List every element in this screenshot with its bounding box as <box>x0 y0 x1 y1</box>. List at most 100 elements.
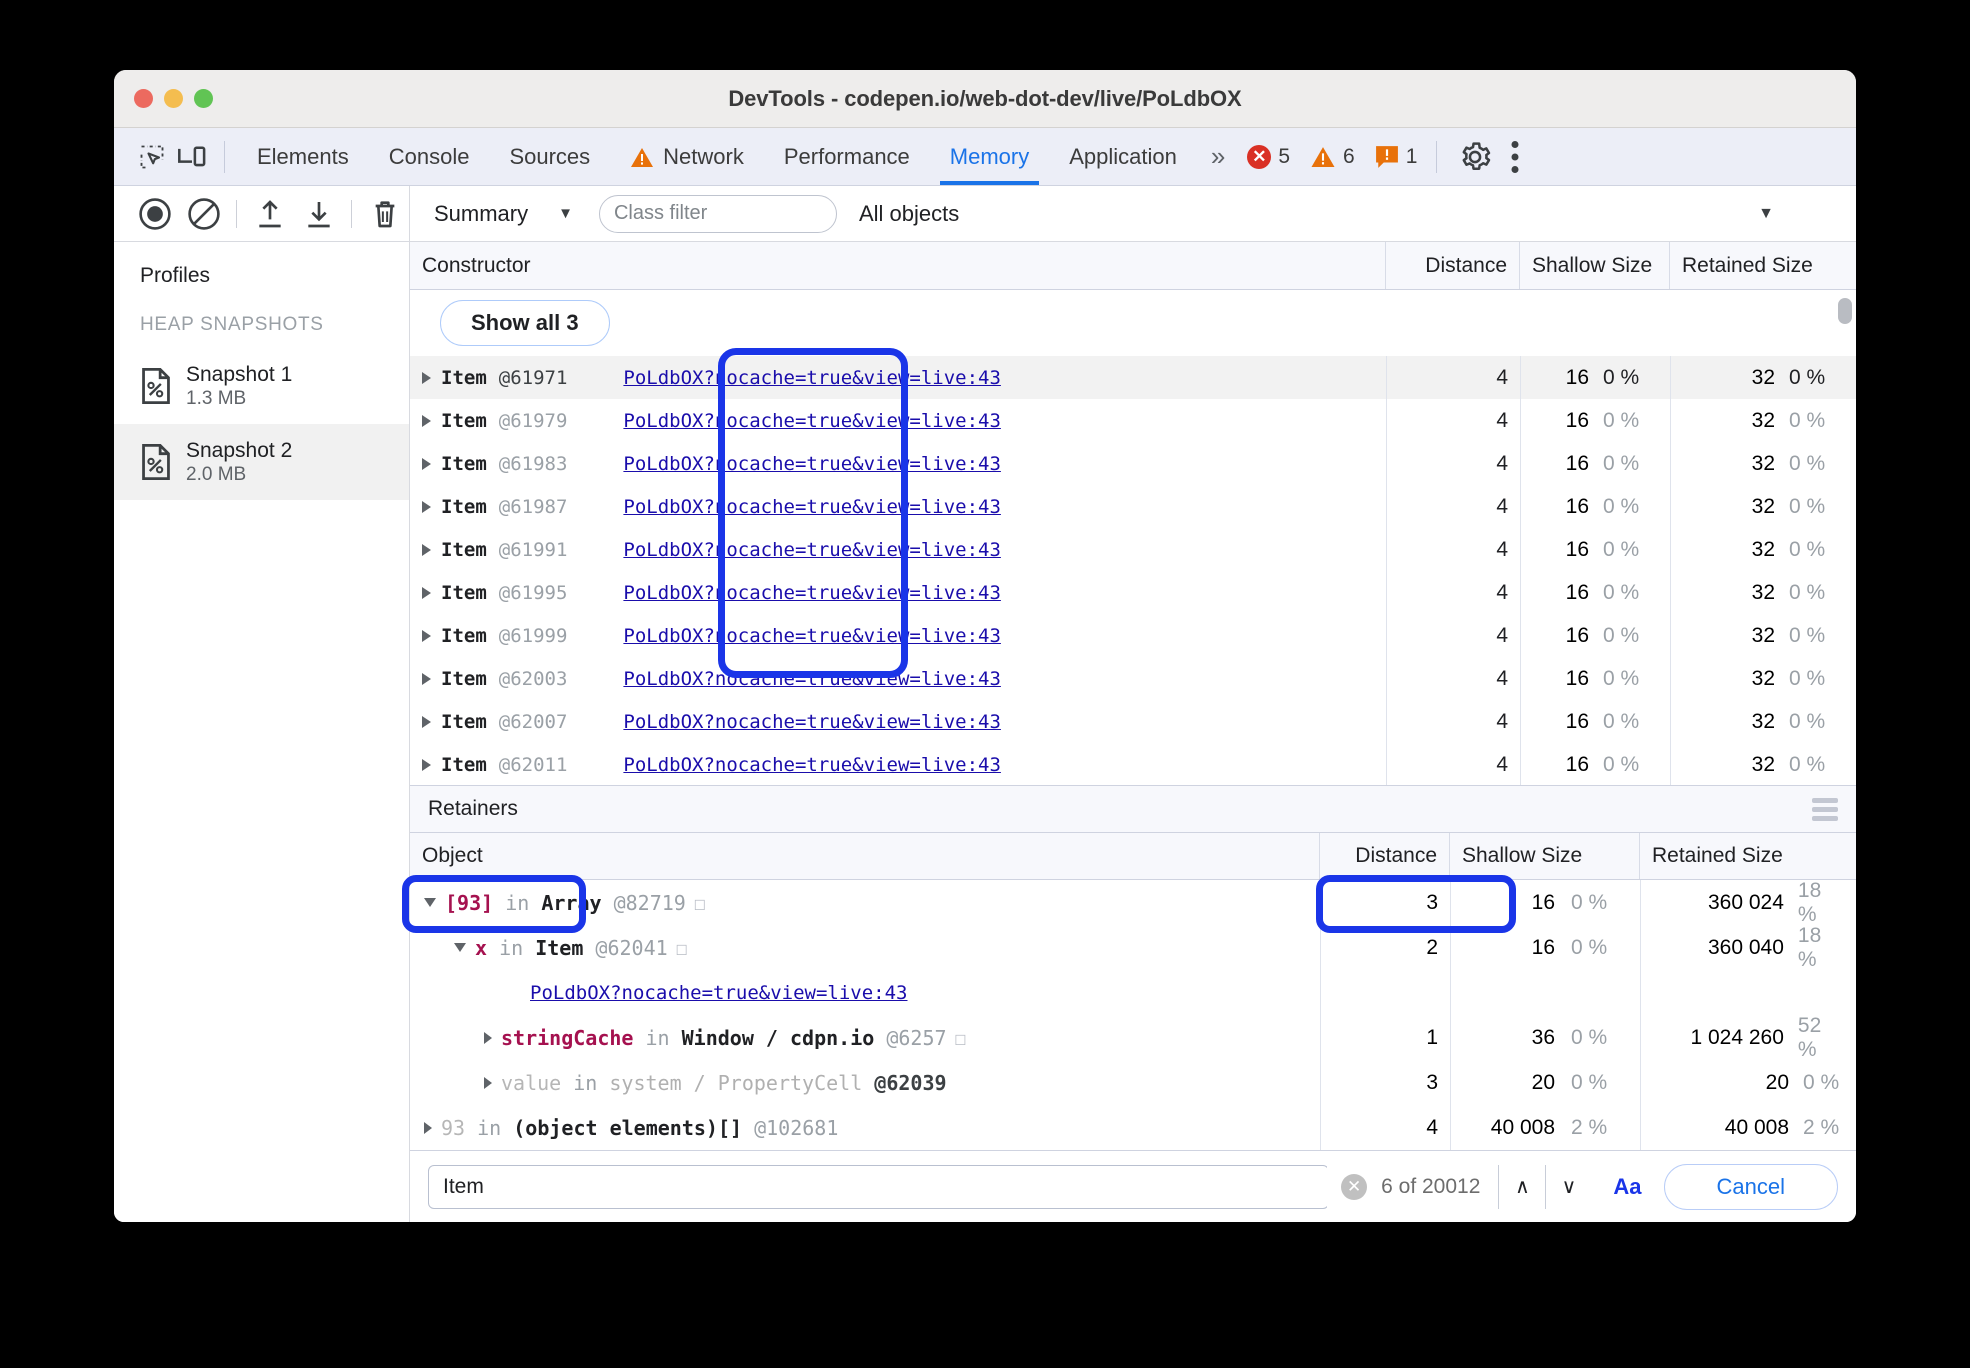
source-link[interactable]: PoLdbOX?nocache=true&view=live:43 <box>623 710 1001 733</box>
expand-triangle-icon[interactable] <box>422 414 431 427</box>
show-all-button[interactable]: Show all 3 <box>440 300 610 346</box>
error-counter[interactable]: ✕ 5 <box>1240 144 1297 169</box>
constructor-cell[interactable]: Item @61995 PoLdbOX?nocache=true&view=live… <box>410 571 1386 614</box>
column-header-distance[interactable]: Distance <box>1320 833 1450 879</box>
table-row[interactable]: Item @61991 PoLdbOX?nocache=true&view=live… <box>410 528 1856 571</box>
search-prev-button[interactable]: ∧ <box>1515 1176 1530 1198</box>
constructor-cell[interactable]: Item @61999 PoLdbOX?nocache=true&view=live… <box>410 614 1386 657</box>
column-header-constructor[interactable]: Constructor <box>410 242 1386 289</box>
clear-search-icon[interactable]: ✕ <box>1341 1173 1368 1200</box>
expand-triangle-icon[interactable] <box>424 1121 432 1134</box>
info-counter[interactable]: 1 <box>1368 145 1425 169</box>
expand-triangle-icon[interactable] <box>422 758 431 771</box>
expand-triangle-icon[interactable] <box>424 898 436 907</box>
source-link[interactable]: PoLdbOX?nocache=true&view=live:43 <box>623 366 1001 389</box>
source-link[interactable]: PoLdbOX?nocache=true&view=live:43 <box>623 495 1001 518</box>
constructor-cell[interactable]: Item @61979 PoLdbOX?nocache=true&view=live… <box>410 399 1386 442</box>
view-mode-dropdown[interactable]: Summary ▼ <box>426 201 581 227</box>
trash-icon[interactable] <box>360 189 409 239</box>
table-row[interactable]: x in Item @62041 ☐ 2 16 0 % 360 040 18 % <box>410 924 1856 971</box>
table-row[interactable]: Item @62011 PoLdbOX?nocache=true&view=live… <box>410 743 1856 785</box>
source-link[interactable]: PoLdbOX?nocache=true&view=live:43 <box>623 581 1001 604</box>
snapshot-item-2[interactable]: Snapshot 2 2.0 MB <box>114 424 409 500</box>
object-cell[interactable]: value in system / PropertyCell @62039 <box>410 1060 1320 1105</box>
objects-scope-label[interactable]: All objects <box>858 200 960 226</box>
table-row[interactable]: [93] in Array @82719 ☐ 3 16 0 % 360 024 18 % <box>410 879 1856 926</box>
object-cell[interactable]: x in Item @62041 ☐ <box>410 925 1320 970</box>
tab-application[interactable]: Application <box>1049 128 1197 185</box>
constructor-cell[interactable]: Item @62003 PoLdbOX?nocache=true&view=live… <box>410 657 1386 700</box>
source-link[interactable]: PoLdbOX?nocache=true&view=live:43 <box>623 624 1001 647</box>
object-cell[interactable]: [93] in Array @82719 ☐ <box>410 880 1320 925</box>
source-link[interactable]: PoLdbOX?nocache=true&view=live:43 <box>530 981 908 1004</box>
match-case-button[interactable]: Aa <box>1613 1173 1642 1199</box>
constructor-cell[interactable]: Item @61991 PoLdbOX?nocache=true&view=live… <box>410 528 1386 571</box>
expand-triangle-icon[interactable] <box>422 543 431 556</box>
expand-triangle-icon[interactable] <box>422 371 431 384</box>
table-row[interactable]: Item @61999 PoLdbOX?nocache=true&view=live… <box>410 614 1856 657</box>
source-link[interactable]: PoLdbOX?nocache=true&view=live:43 <box>623 538 1001 561</box>
column-header-retained-size[interactable]: Retained Size <box>1652 844 1783 867</box>
constructor-cell[interactable]: Item @61971 PoLdbOX?nocache=true&view=live… <box>410 356 1386 399</box>
record-icon[interactable] <box>130 189 179 239</box>
tab-sources[interactable]: Sources <box>489 128 610 185</box>
upload-icon[interactable] <box>245 189 294 239</box>
hamburger-menu-icon[interactable] <box>1812 797 1838 821</box>
inspect-element-icon[interactable] <box>132 137 172 177</box>
cancel-button[interactable]: Cancel <box>1663 1163 1838 1210</box>
constructor-cell[interactable]: Item @62007 PoLdbOX?nocache=true&view=live… <box>410 700 1386 743</box>
expand-triangle-icon[interactable] <box>422 715 431 728</box>
class-filter-input[interactable] <box>598 194 837 233</box>
close-window-button[interactable] <box>134 89 153 108</box>
expand-triangle-icon[interactable] <box>454 943 466 952</box>
tab-network[interactable]: Network <box>610 128 764 185</box>
table-row[interactable]: Item @62007 PoLdbOX?nocache=true&view=live… <box>410 700 1856 743</box>
source-link[interactable]: PoLdbOX?nocache=true&view=live:43 <box>623 452 1001 475</box>
expand-triangle-icon[interactable] <box>422 629 431 642</box>
table-row[interactable]: Item @61971 PoLdbOX?nocache=true&view=live… <box>410 356 1856 399</box>
tab-performance[interactable]: Performance <box>764 128 930 185</box>
table-row[interactable]: Item @61983 PoLdbOX?nocache=true&view=live… <box>410 442 1856 485</box>
search-input[interactable] <box>428 1164 1330 1209</box>
search-next-button[interactable]: ∨ <box>1545 1164 1591 1209</box>
tab-console[interactable]: Console <box>369 128 490 185</box>
table-row[interactable]: Item @62003 PoLdbOX?nocache=true&view=live… <box>410 657 1856 700</box>
expand-triangle-icon[interactable] <box>484 1031 492 1044</box>
more-vertical-icon[interactable] <box>1495 137 1535 177</box>
column-header-distance[interactable]: Distance <box>1386 242 1520 289</box>
grid-scrollbar-thumb[interactable] <box>1838 298 1852 324</box>
expand-triangle-icon[interactable] <box>422 672 431 685</box>
column-header-object[interactable]: Object <box>410 833 1320 879</box>
more-tabs-icon[interactable]: » <box>1210 141 1226 171</box>
download-icon[interactable] <box>294 189 343 239</box>
expand-triangle-icon[interactable] <box>422 500 431 513</box>
constructor-cell[interactable]: Item @62011 PoLdbOX?nocache=true&view=live… <box>410 743 1386 785</box>
column-header-shallow-size[interactable]: Shallow Size <box>1520 242 1670 289</box>
object-cell[interactable]: stringCache in Window / cdpn.io @6257 ☐ <box>410 1015 1320 1060</box>
expand-triangle-icon[interactable] <box>422 457 431 470</box>
table-row[interactable]: 93 in (object elements)[] @102681 4 40 008… <box>410 1105 1856 1150</box>
table-row[interactable]: Item @61979 PoLdbOX?nocache=true&view=live… <box>410 399 1856 442</box>
table-row[interactable]: Item @61995 PoLdbOX?nocache=true&view=live… <box>410 571 1856 614</box>
table-row[interactable]: Item @61987 PoLdbOX?nocache=true&view=live… <box>410 485 1856 528</box>
filter-chevron-down-icon[interactable]: ▼ <box>1758 204 1774 222</box>
source-link[interactable]: PoLdbOX?nocache=true&view=live:43 <box>623 667 1001 690</box>
column-header-shallow-size[interactable]: Shallow Size <box>1450 833 1640 879</box>
clear-icon[interactable] <box>179 189 228 239</box>
warning-counter[interactable]: 6 <box>1303 145 1362 169</box>
expand-triangle-icon[interactable] <box>422 586 431 599</box>
source-link[interactable]: PoLdbOX?nocache=true&view=live:43 <box>623 753 1001 776</box>
source-link[interactable]: PoLdbOX?nocache=true&view=live:43 <box>623 409 1001 432</box>
object-cell[interactable]: PoLdbOX?nocache=true&view=live:43 <box>410 970 1320 1015</box>
window-controls[interactable] <box>114 89 213 108</box>
table-row[interactable]: stringCache in Window / cdpn.io @6257 ☐ 1 3… <box>410 1014 1856 1061</box>
device-toolbar-icon[interactable] <box>172 137 212 177</box>
maximize-window-button[interactable] <box>194 89 213 108</box>
object-cell[interactable]: 93 in (object elements)[] @102681 <box>410 1105 1320 1150</box>
table-row[interactable]: value in system / PropertyCell @62039 3 20… <box>410 1060 1856 1105</box>
constructor-cell[interactable]: Item @61983 PoLdbOX?nocache=true&view=live… <box>410 442 1386 485</box>
gear-icon[interactable] <box>1455 137 1495 177</box>
tab-elements[interactable]: Elements <box>237 128 369 185</box>
constructor-cell[interactable]: Item @61987 PoLdbOX?nocache=true&view=live… <box>410 485 1386 528</box>
minimize-window-button[interactable] <box>164 89 183 108</box>
